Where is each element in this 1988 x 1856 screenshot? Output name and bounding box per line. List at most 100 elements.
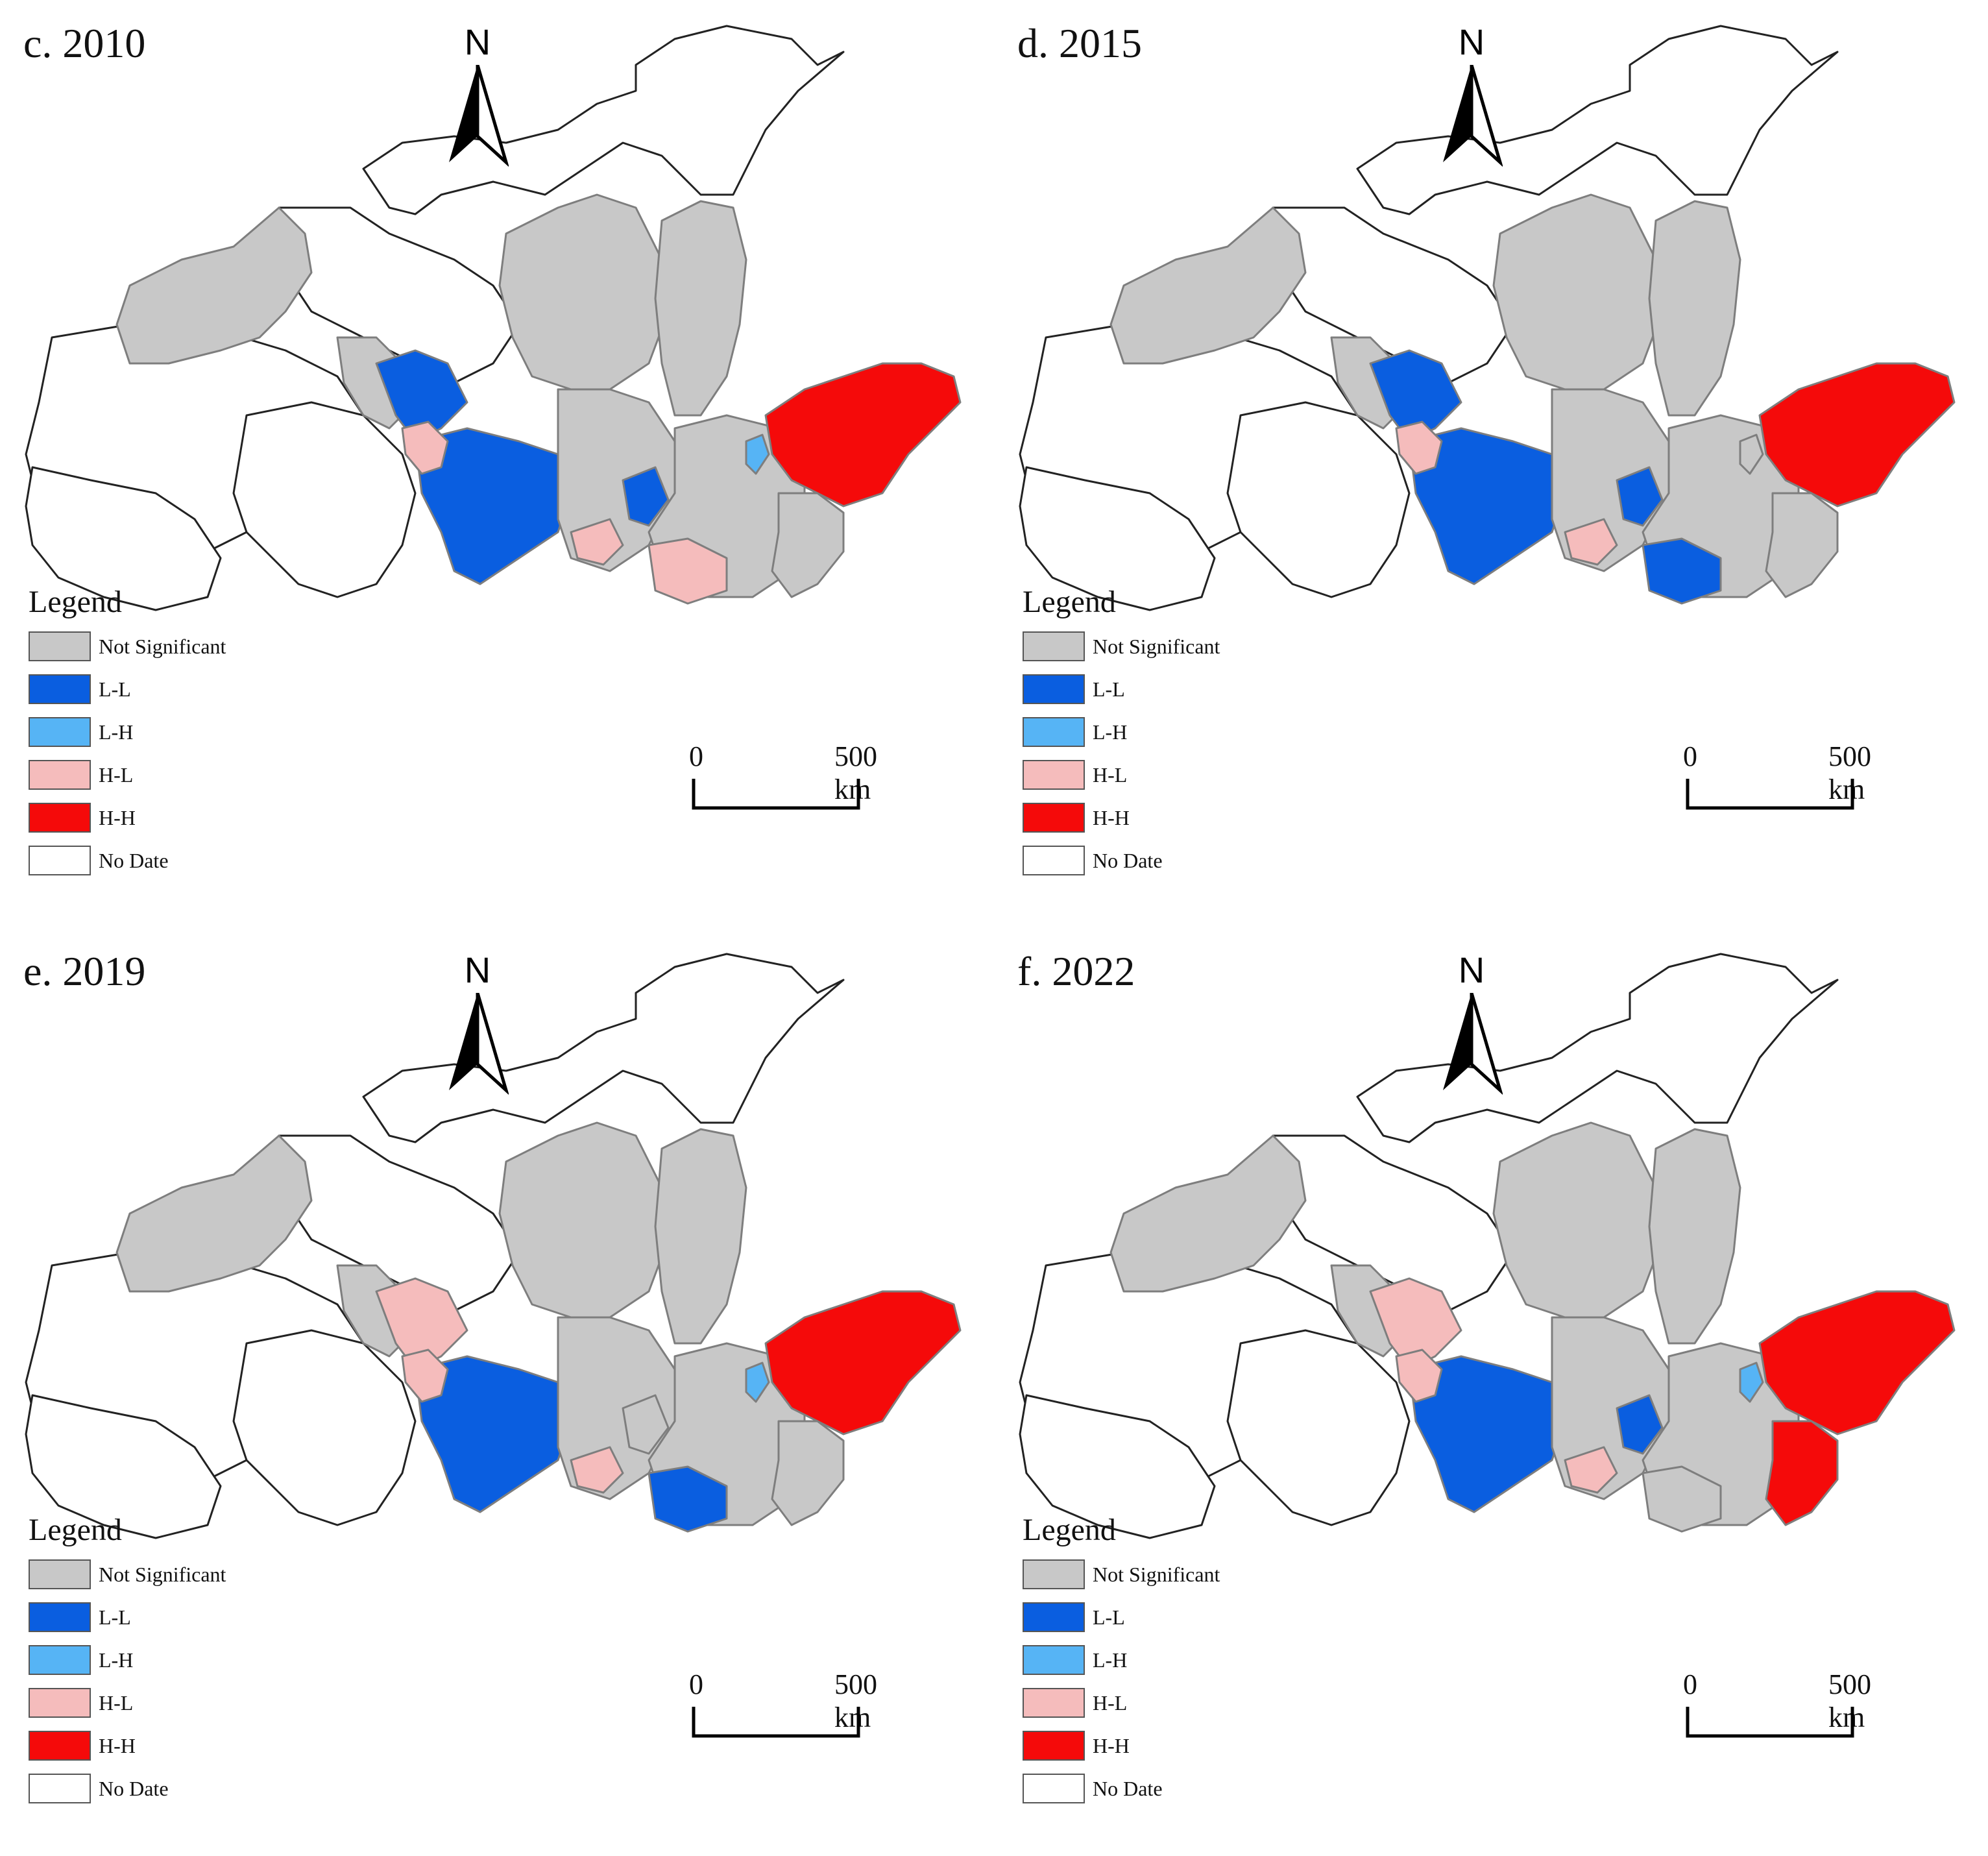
scale-bar: 0 500 km (1669, 740, 1889, 824)
north-arrow: N (439, 21, 516, 170)
legend-label: H-H (1093, 1733, 1130, 1757)
panel-title: e. 2019 (23, 948, 146, 994)
scale-bar: 0 500 km (1669, 1668, 1889, 1752)
scale-start-label: 0 (1683, 740, 1697, 772)
legend-label: Not Significant (1093, 1562, 1220, 1586)
legend-swatch (1023, 1731, 1085, 1761)
legend-label: H-L (99, 1691, 134, 1715)
scale-bar: 0 500 km (675, 1668, 895, 1752)
scale-start-label: 0 (689, 1668, 703, 1700)
legend-swatch (29, 846, 91, 875)
region-shandong-s (1765, 1420, 1839, 1526)
legend-label: Not Significant (99, 1562, 226, 1586)
region-innermongolia-w (1272, 1134, 1514, 1312)
north-label: N (464, 21, 491, 62)
legend-swatch (29, 1645, 91, 1675)
region-shaanxi-n (1492, 1121, 1664, 1319)
legend-item: L-L (29, 668, 301, 711)
north-label: N (1458, 949, 1485, 990)
region-gansu-mid (375, 1277, 468, 1371)
region-gansu-s (1408, 427, 1566, 585)
region-gansu-mid (375, 349, 468, 443)
map-panel: f. 2022 N Legend Not Significant L-L L-H H-L H-… (994, 928, 1988, 1856)
legend-label: Not Significant (99, 634, 226, 658)
panel-title: d. 2015 (1017, 20, 1142, 66)
legend-label: H-L (1093, 763, 1128, 787)
scale-end-label: 500 km (1828, 740, 1871, 805)
legend-swatch (29, 631, 91, 661)
legend-swatch (29, 1602, 91, 1632)
legend-item: H-H (29, 1724, 301, 1767)
legend-label: H-H (99, 1733, 136, 1757)
map-canvas (25, 953, 962, 1539)
legend-label: No Date (1093, 1776, 1163, 1800)
legend-item: H-L (1023, 1681, 1295, 1724)
region-qinghai-mid (1226, 1329, 1411, 1526)
north-label: N (464, 949, 491, 990)
scale-start-label: 0 (689, 740, 703, 772)
north-arrow: N (1433, 21, 1510, 170)
legend-swatch (29, 760, 91, 790)
legend-swatch (29, 717, 91, 747)
legend-item: L-L (1023, 668, 1295, 711)
legend: Legend Not Significant L-L L-H H-L H-H No Date (29, 1512, 301, 1810)
legend-item: Not Significant (29, 625, 301, 668)
map-canvas (1019, 953, 1956, 1539)
legend-title: Legend (29, 585, 122, 619)
legend-swatch (29, 1559, 91, 1589)
region-shandong (1758, 1290, 1956, 1435)
legend-label: Not Significant (1093, 634, 1220, 658)
north-label: N (1458, 21, 1485, 62)
legend-label: No Date (99, 848, 169, 872)
legend-label: L-L (99, 1605, 131, 1629)
panel-title: c. 2010 (23, 20, 146, 66)
legend-swatch (1023, 1774, 1085, 1803)
region-henan-hl (570, 518, 624, 566)
north-arrow-icon (449, 65, 509, 167)
legend-item: L-H (1023, 1639, 1295, 1681)
legend-swatch (29, 1688, 91, 1718)
legend-label: H-L (99, 763, 134, 787)
north-arrow-icon (1443, 65, 1503, 167)
legend-swatch (1023, 846, 1085, 875)
legend-label: L-H (99, 720, 134, 744)
region-qinghai-mid (1226, 401, 1411, 598)
region-gansu-s (414, 427, 572, 585)
legend-item: H-H (1023, 1724, 1295, 1767)
region-shandong (764, 1290, 962, 1435)
region-henan-s (1642, 537, 1722, 605)
legend-label: L-L (1093, 1605, 1125, 1629)
scale-end-label: 500 km (834, 1668, 877, 1733)
region-henan-s (1642, 1465, 1722, 1533)
region-gansu-hl (1395, 1349, 1443, 1403)
legend-swatch (1023, 803, 1085, 833)
region-shanxi (1648, 1128, 1741, 1345)
legend-item: L-L (1023, 1596, 1295, 1639)
region-gansu-s (1408, 1355, 1566, 1513)
legend-item: H-L (29, 753, 301, 796)
map-canvas (25, 25, 962, 611)
region-shandong-lh (745, 433, 770, 475)
region-qinghai-mid (232, 1329, 417, 1526)
legend-item: L-H (29, 711, 301, 753)
region-gansu-west (115, 1134, 313, 1293)
region-shandong (1758, 362, 1956, 507)
region-henan-ll (1616, 1394, 1664, 1455)
region-innermongolia-w (278, 206, 520, 384)
legend-item: H-H (29, 796, 301, 839)
region-shandong-lh (1739, 1361, 1764, 1403)
region-innermongolia-e (362, 953, 845, 1143)
legend-label: L-L (1093, 677, 1125, 701)
region-tibet-w (1019, 466, 1216, 611)
region-shaanxi-n (498, 193, 670, 391)
scale-bar-line (692, 779, 860, 810)
region-innermongolia-e (1356, 953, 1839, 1143)
region-gansu-hl (1395, 421, 1443, 475)
region-shandong-lh (1739, 433, 1764, 475)
region-innermongolia-w (1272, 206, 1514, 384)
legend-label: No Date (99, 1776, 169, 1800)
legend: Legend Not Significant L-L L-H H-L H-H No Date (1023, 584, 1295, 882)
scale-end-label: 500 km (1828, 1668, 1871, 1733)
legend-swatch (1023, 760, 1085, 790)
north-arrow-icon (449, 993, 509, 1095)
